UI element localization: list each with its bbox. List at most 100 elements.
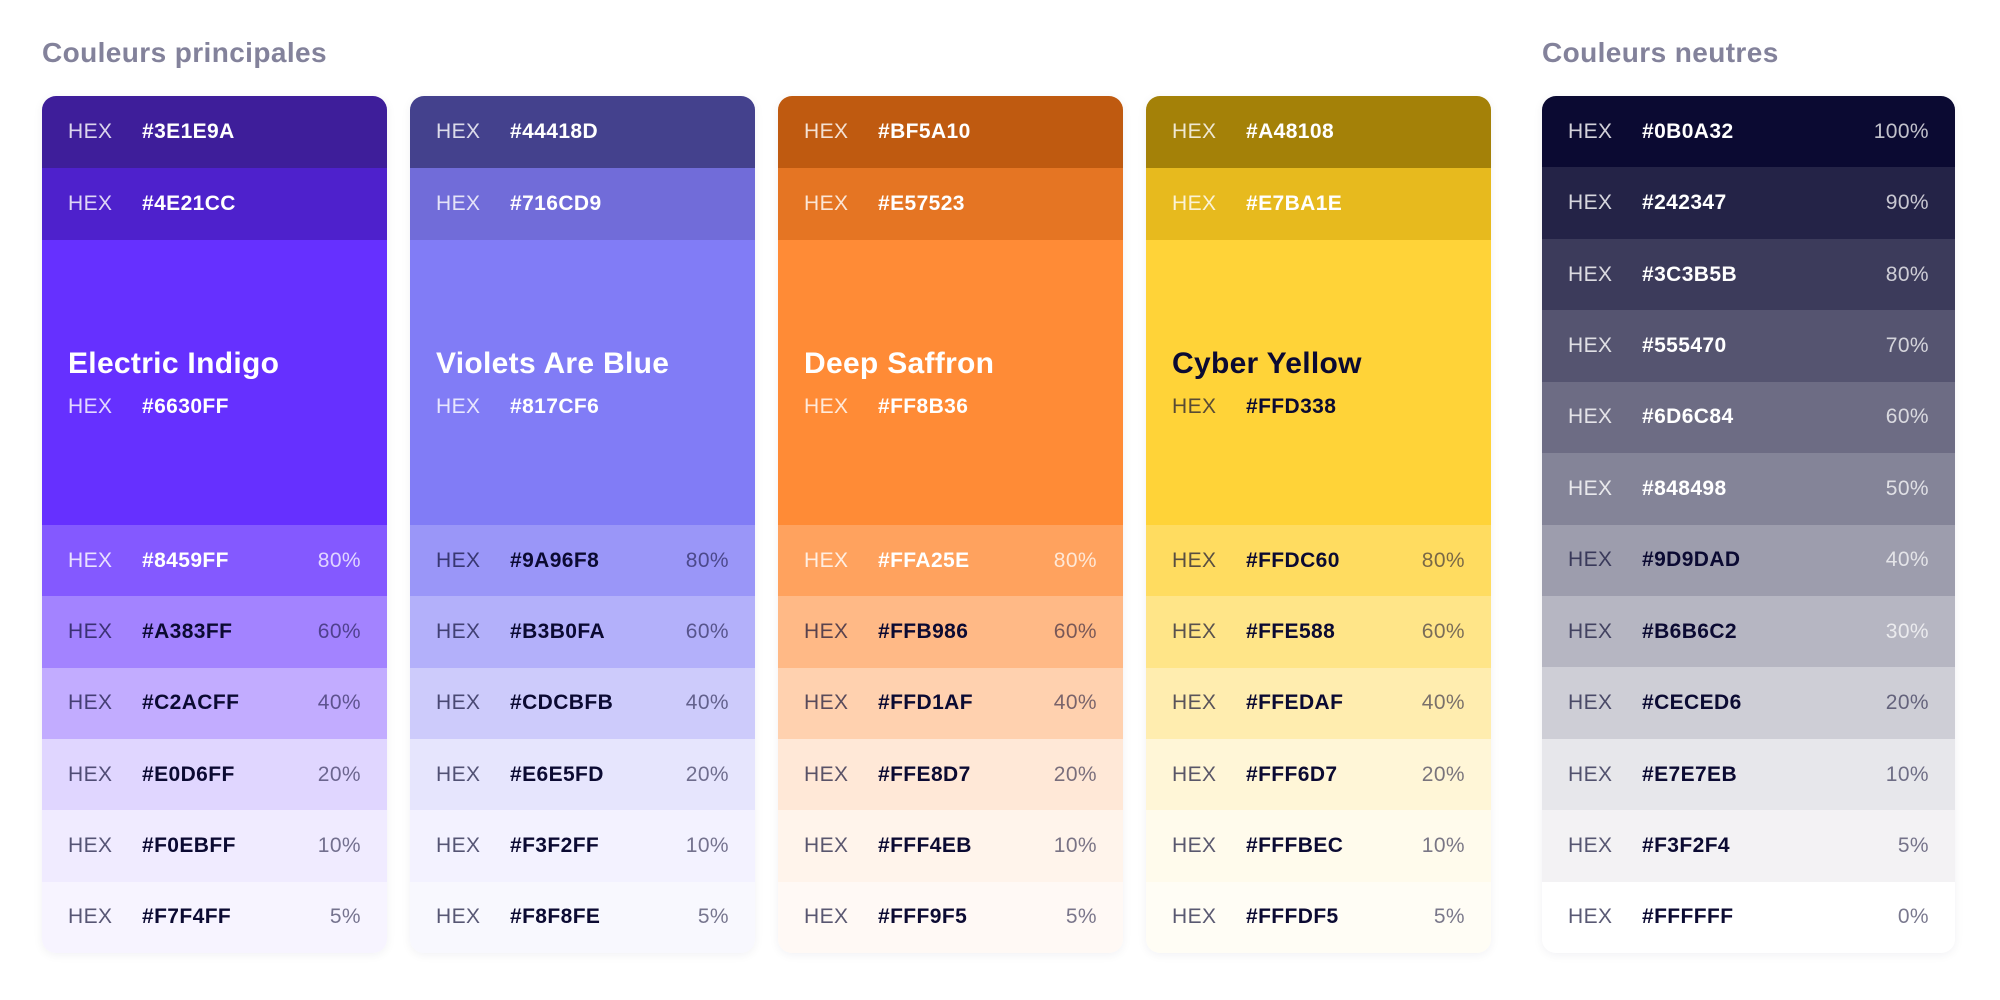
hex-value: #FFF6D7 — [1246, 762, 1338, 786]
swatch-row: HEX #4E21CC — [42, 168, 387, 240]
main-hex-row: HEX #817CF6 — [436, 395, 729, 419]
tint-percentage: 5% — [1433, 905, 1465, 929]
hex-value: #3C3B5B — [1642, 262, 1738, 286]
tint-percentage: 20% — [1421, 762, 1465, 786]
palette-card: HEX #BF5A10 HEX #E57523 Deep Saffron HEX… — [778, 96, 1123, 953]
hex-value: #817CF6 — [510, 394, 600, 418]
main-color-block: Violets Are Blue HEX #817CF6 — [410, 240, 755, 525]
hex-label: HEX — [1172, 619, 1217, 643]
hex-label: HEX — [1568, 833, 1613, 857]
swatch-row: HEX #FFB986 60% — [778, 596, 1123, 668]
hex-value: #848498 — [1642, 476, 1727, 500]
tint-percentage: 80% — [317, 548, 361, 572]
palette-card: HEX #44418D HEX #716CD9 Violets Are Blue… — [410, 96, 755, 953]
hex-value: #FFFBEC — [1246, 833, 1344, 857]
hex-value: #242347 — [1642, 191, 1727, 215]
swatch-row: HEX #E7E7EB 10% — [1542, 738, 1955, 811]
swatch-row: HEX #FFDC60 80% — [1146, 525, 1491, 597]
hex-value: #E0D6FF — [142, 762, 235, 786]
hex-label: HEX — [1568, 262, 1613, 286]
swatch-row: HEX #3C3B5B 80% — [1542, 238, 1955, 311]
swatch-row: HEX #FFA25E 80% — [778, 525, 1123, 597]
hex-label: HEX — [1172, 691, 1217, 715]
hex-value: #FFD1AF — [878, 691, 973, 715]
tint-percentage: 80% — [1885, 262, 1929, 286]
color-name: Electric Indigo — [68, 346, 280, 380]
swatch-row: HEX #0B0A32 100% — [1542, 96, 1955, 168]
swatch-row: HEX #B6B6C2 30% — [1542, 595, 1955, 668]
hex-value: #E6E5FD — [510, 762, 604, 786]
hex-value: #FFD338 — [1246, 394, 1337, 418]
tint-percentage: 10% — [1885, 762, 1929, 786]
hex-value: #BF5A10 — [878, 120, 971, 143]
hex-value: #0B0A32 — [1642, 119, 1734, 143]
hex-value: #FFB986 — [878, 619, 969, 643]
palette-card: HEX #A48108 HEX #E7BA1E Cyber Yellow HEX… — [1146, 96, 1491, 953]
hex-value: #F3F2FF — [510, 833, 600, 857]
tint-percentage: 10% — [1421, 833, 1465, 857]
hex-label: HEX — [68, 120, 113, 143]
hex-value: #9A96F8 — [510, 548, 600, 572]
hex-value: #555470 — [1642, 333, 1727, 357]
hex-value: #CDCBFB — [510, 691, 614, 715]
hex-label: HEX — [68, 762, 113, 786]
hex-label: HEX — [1568, 476, 1613, 500]
neutral-palette-card: HEX #0B0A32 100% HEX #242347 90% HEX #3C… — [1542, 96, 1955, 953]
swatch-row: HEX #E0D6FF 20% — [42, 738, 387, 811]
swatch-row: HEX #CDCBFB 40% — [410, 667, 755, 739]
hex-label: HEX — [1568, 191, 1613, 215]
tint-percentage: 60% — [685, 619, 729, 643]
main-hex-row: HEX #FF8B36 — [804, 395, 1097, 419]
hex-label: HEX — [436, 691, 481, 715]
hex-value: #FFE8D7 — [878, 762, 971, 786]
hex-label: HEX — [68, 691, 113, 715]
swatch-row: HEX #F3F2F4 5% — [1542, 810, 1955, 882]
principal-palettes-row: HEX #3E1E9A HEX #4E21CC Electric Indigo … — [42, 96, 1491, 953]
tint-percentage: 0% — [1897, 905, 1929, 929]
hex-value: #E7E7EB — [1642, 762, 1738, 786]
hex-value: #CECED6 — [1642, 691, 1742, 715]
hex-label: HEX — [804, 394, 849, 418]
hex-value: #E57523 — [878, 192, 965, 215]
swatch-row: HEX #F7F4FF 5% — [42, 881, 387, 953]
hex-label: HEX — [1568, 119, 1613, 143]
color-name: Deep Saffron — [804, 346, 995, 380]
swatch-row: HEX #CECED6 20% — [1542, 667, 1955, 739]
hex-value: #FFF9F5 — [878, 905, 968, 929]
main-color-block: Deep Saffron HEX #FF8B36 — [778, 240, 1123, 525]
swatch-row: HEX #FFE588 60% — [1146, 596, 1491, 668]
hex-label: HEX — [1568, 762, 1613, 786]
tint-percentage: 40% — [685, 691, 729, 715]
hex-value: #FFEDAF — [1246, 691, 1344, 715]
swatch-row: HEX #8459FF 80% — [42, 525, 387, 597]
swatch-row: HEX #FFF6D7 20% — [1146, 738, 1491, 811]
tint-percentage: 5% — [697, 905, 729, 929]
swatch-row: HEX #6D6C84 60% — [1542, 381, 1955, 454]
tint-percentage: 80% — [1421, 548, 1465, 572]
tint-percentage: 10% — [1053, 833, 1097, 857]
tint-percentage: 40% — [1053, 691, 1097, 715]
tint-percentage: 80% — [1053, 548, 1097, 572]
hex-label: HEX — [1172, 394, 1217, 418]
hex-label: HEX — [1172, 120, 1217, 143]
hex-label: HEX — [68, 619, 113, 643]
swatch-row: HEX #B3B0FA 60% — [410, 596, 755, 668]
tint-percentage: 60% — [317, 619, 361, 643]
hex-value: #B3B0FA — [510, 619, 606, 643]
tint-percentage: 5% — [1065, 905, 1097, 929]
swatch-row: HEX #FFFFFF 0% — [1542, 881, 1955, 953]
hex-label: HEX — [436, 394, 481, 418]
tint-percentage: 70% — [1885, 333, 1929, 357]
swatch-row: HEX #FFD1AF 40% — [778, 667, 1123, 739]
hex-value: #8459FF — [142, 548, 229, 572]
color-name: Violets Are Blue — [436, 346, 670, 380]
hex-value: #6630FF — [142, 394, 229, 418]
swatch-row: HEX #FFFDF5 5% — [1146, 881, 1491, 953]
swatch-row: HEX #BF5A10 — [778, 96, 1123, 168]
hex-label: HEX — [436, 192, 481, 215]
hex-value: #FFF4EB — [878, 833, 972, 857]
hex-value: #E7BA1E — [1246, 192, 1343, 215]
tint-percentage: 20% — [317, 762, 361, 786]
swatch-row: HEX #F8F8FE 5% — [410, 881, 755, 953]
swatch-row: HEX #555470 70% — [1542, 310, 1955, 382]
